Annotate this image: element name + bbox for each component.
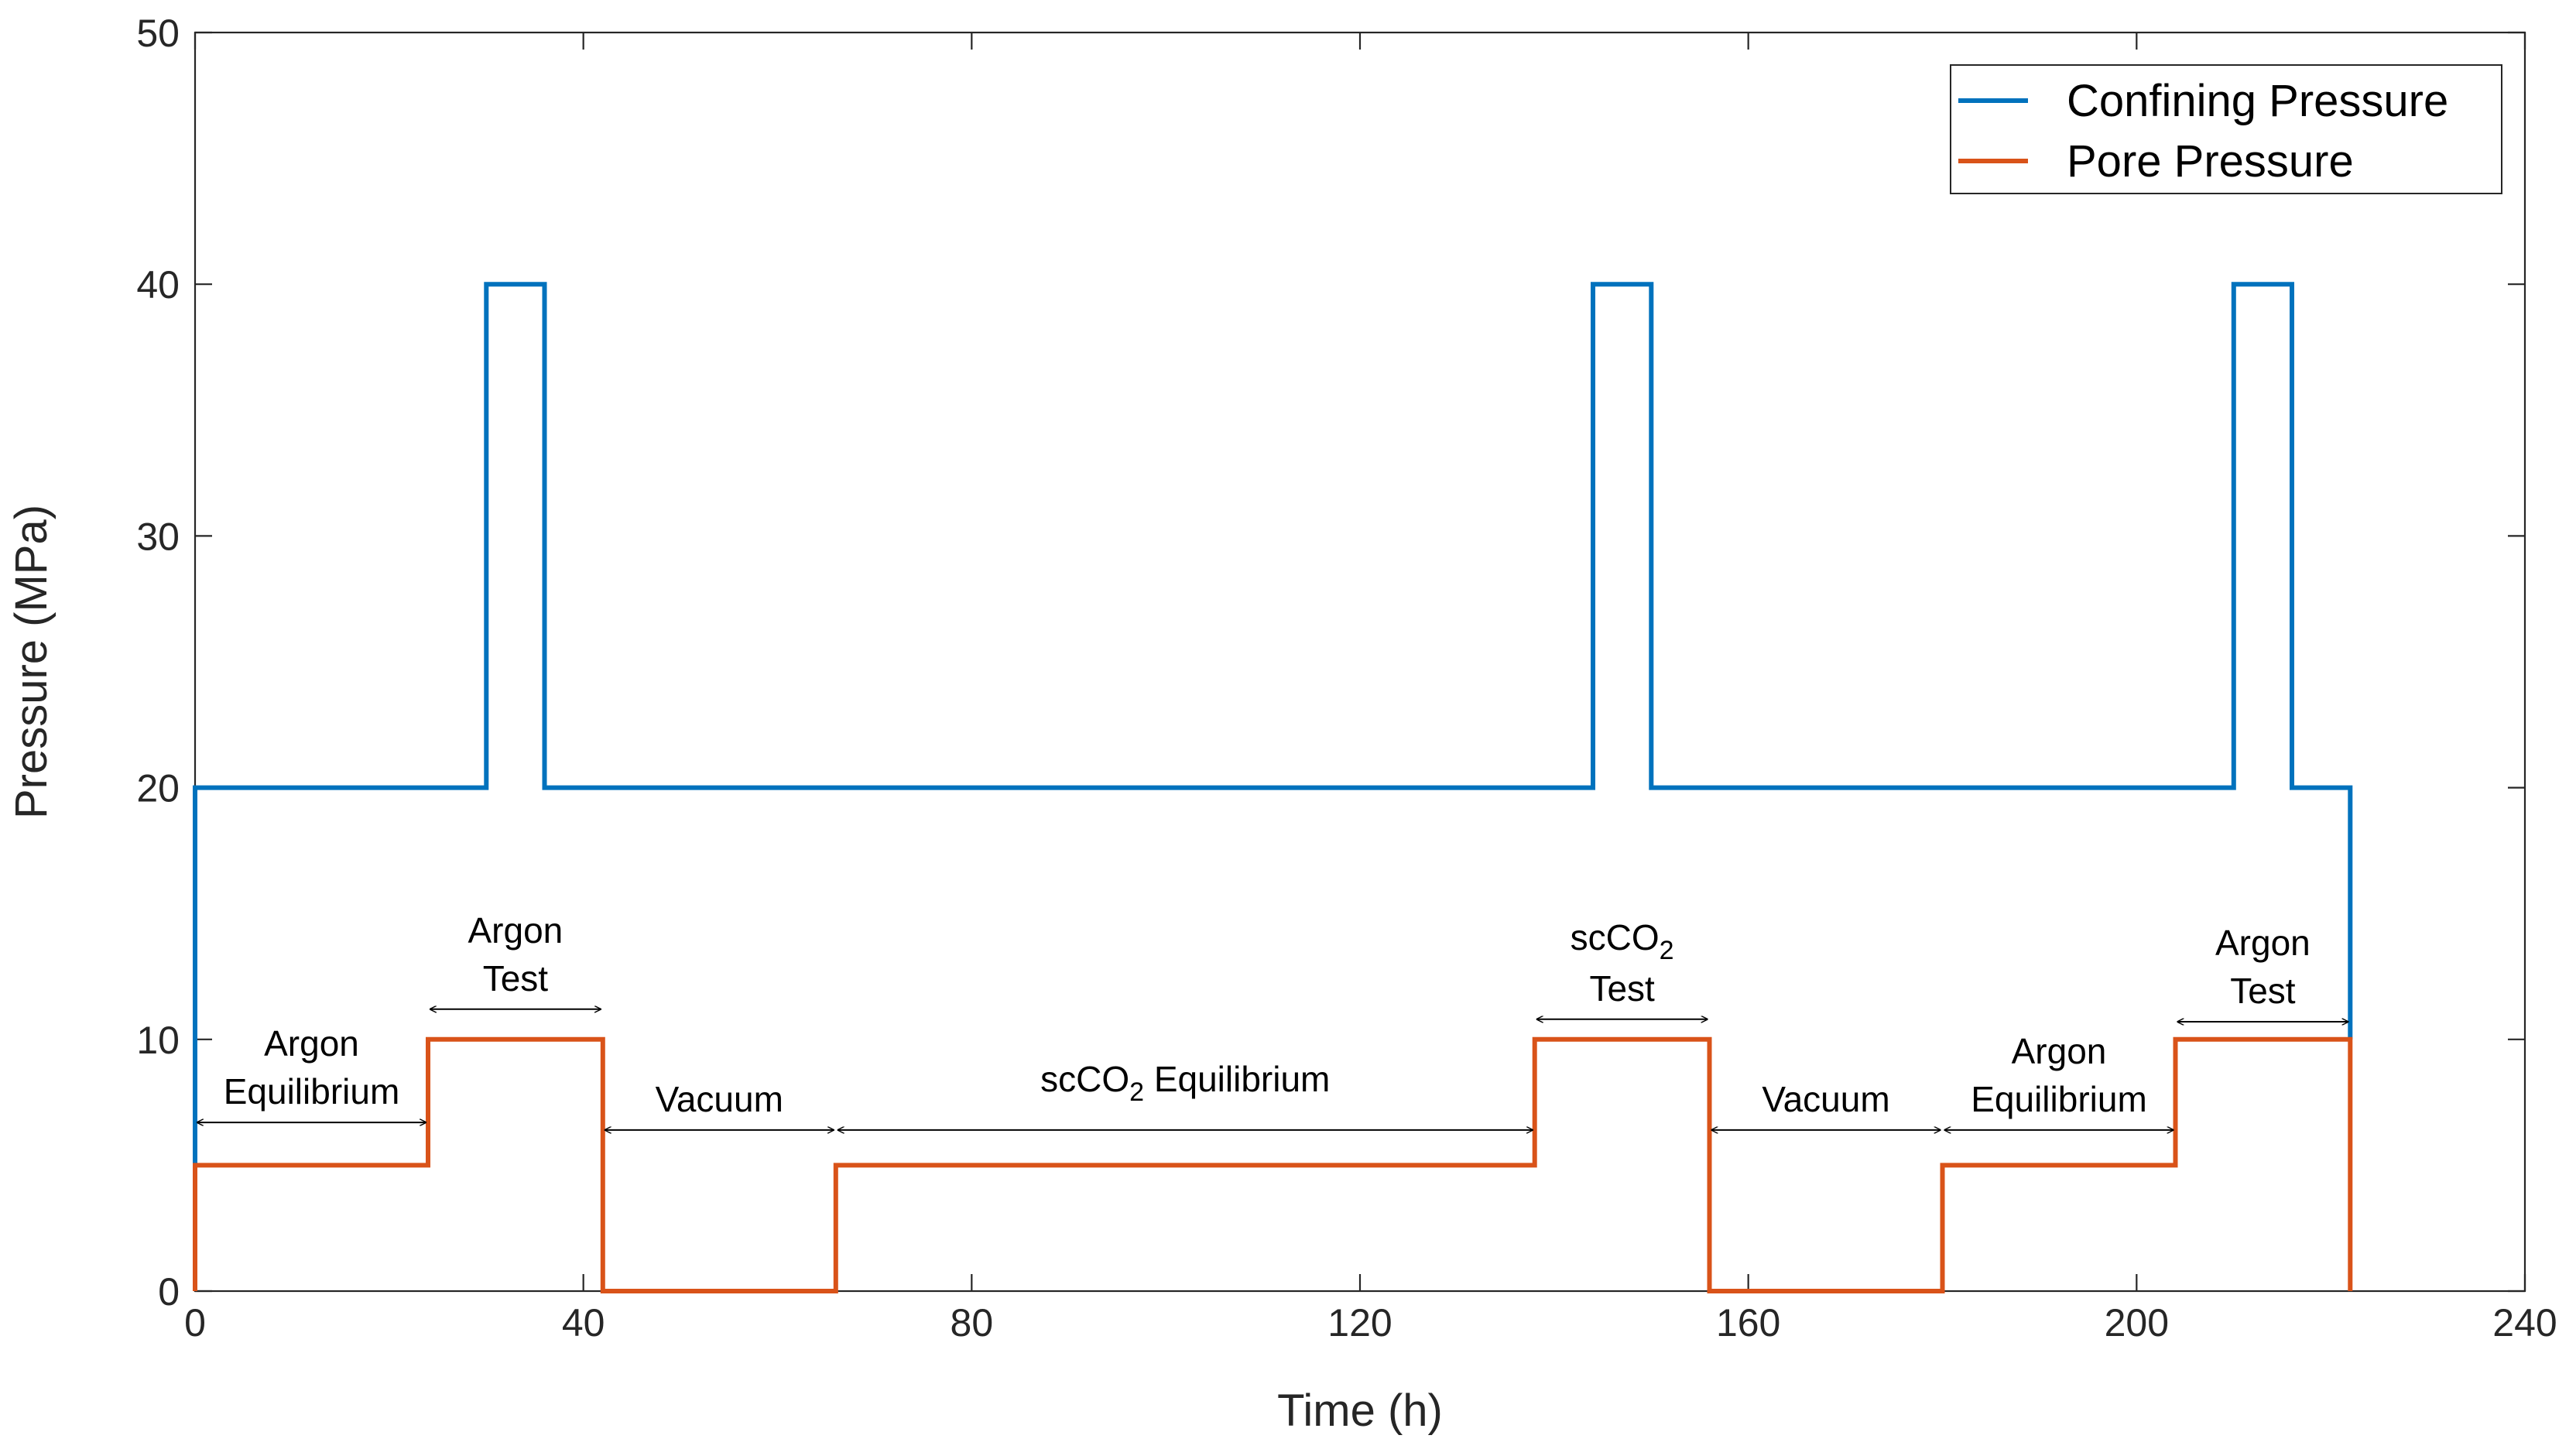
y-tick-label: 10 [136,1019,180,1062]
phase-label-line: Argon [2215,923,2311,963]
phase-label-line: Equilibrium [224,1071,400,1112]
y-axis-title: Pressure (MPa) [6,505,57,819]
x-tick-label: 0 [184,1301,206,1345]
phase-label-line: Test [2230,971,2296,1011]
phase-label-part: scCO [1040,1059,1129,1099]
phase-label: Vacuum [1762,1079,1889,1119]
phase-label-line: Argon [264,1023,359,1064]
legend-item: Pore Pressure [1958,136,2354,187]
x-tick-label: 160 [1716,1301,1780,1345]
x-tick-label: 240 [2492,1301,2557,1345]
x-axis-title: Time (h) [1277,1386,1443,1436]
y-tick-label: 0 [158,1270,180,1314]
series-line-pore-pressure [193,1036,2353,1293]
phase-label-subscript: 2 [1129,1077,1144,1107]
phase-label-line: scCO2 Equilibrium [1040,1059,1330,1107]
phase-label-line: Equilibrium [1971,1079,2147,1119]
phase-label-line: Vacuum [1762,1079,1889,1119]
y-tick-label: 20 [136,767,180,810]
phase-label-line: Argon [468,910,564,951]
phase-label-line: Argon [2012,1031,2107,1071]
phase-label: Argon Test [2215,923,2311,1011]
y-tick-label: 30 [136,515,180,558]
legend-label: Pore Pressure [2067,136,2354,187]
phase-label-part: Equilibrium [1144,1059,1330,1099]
x-tick-label: 200 [2105,1301,2169,1345]
x-tick-label: 80 [951,1301,994,1345]
phase-label-line: Test [483,958,549,999]
phase-label-line: scCO2 [1571,917,1674,965]
x-tick-label: 40 [562,1301,605,1345]
phase-label: Argon Equilibrium [224,1023,400,1112]
series-line-confining-pressure [193,282,2353,1291]
phase-label-part: scCO [1571,917,1660,957]
y-tick-label: 40 [136,263,180,307]
x-tick-label: 120 [1327,1301,1392,1345]
legend-label: Confining Pressure [2067,76,2448,126]
phase-label-line: Vacuum [656,1079,783,1119]
legend-item: Confining Pressure [1958,76,2448,126]
phase-label-line: Test [1589,968,1655,1009]
phase-label: Vacuum [656,1079,783,1119]
legend-box [1950,64,2502,194]
phase-label: Argon Test [468,910,564,999]
phase-label: Argon Equilibrium [1971,1031,2147,1119]
phase-label: scCO2 Equilibrium [1040,1059,1330,1107]
phase-label-subscript: 2 [1660,936,1674,965]
y-tick-label: 50 [136,12,180,55]
